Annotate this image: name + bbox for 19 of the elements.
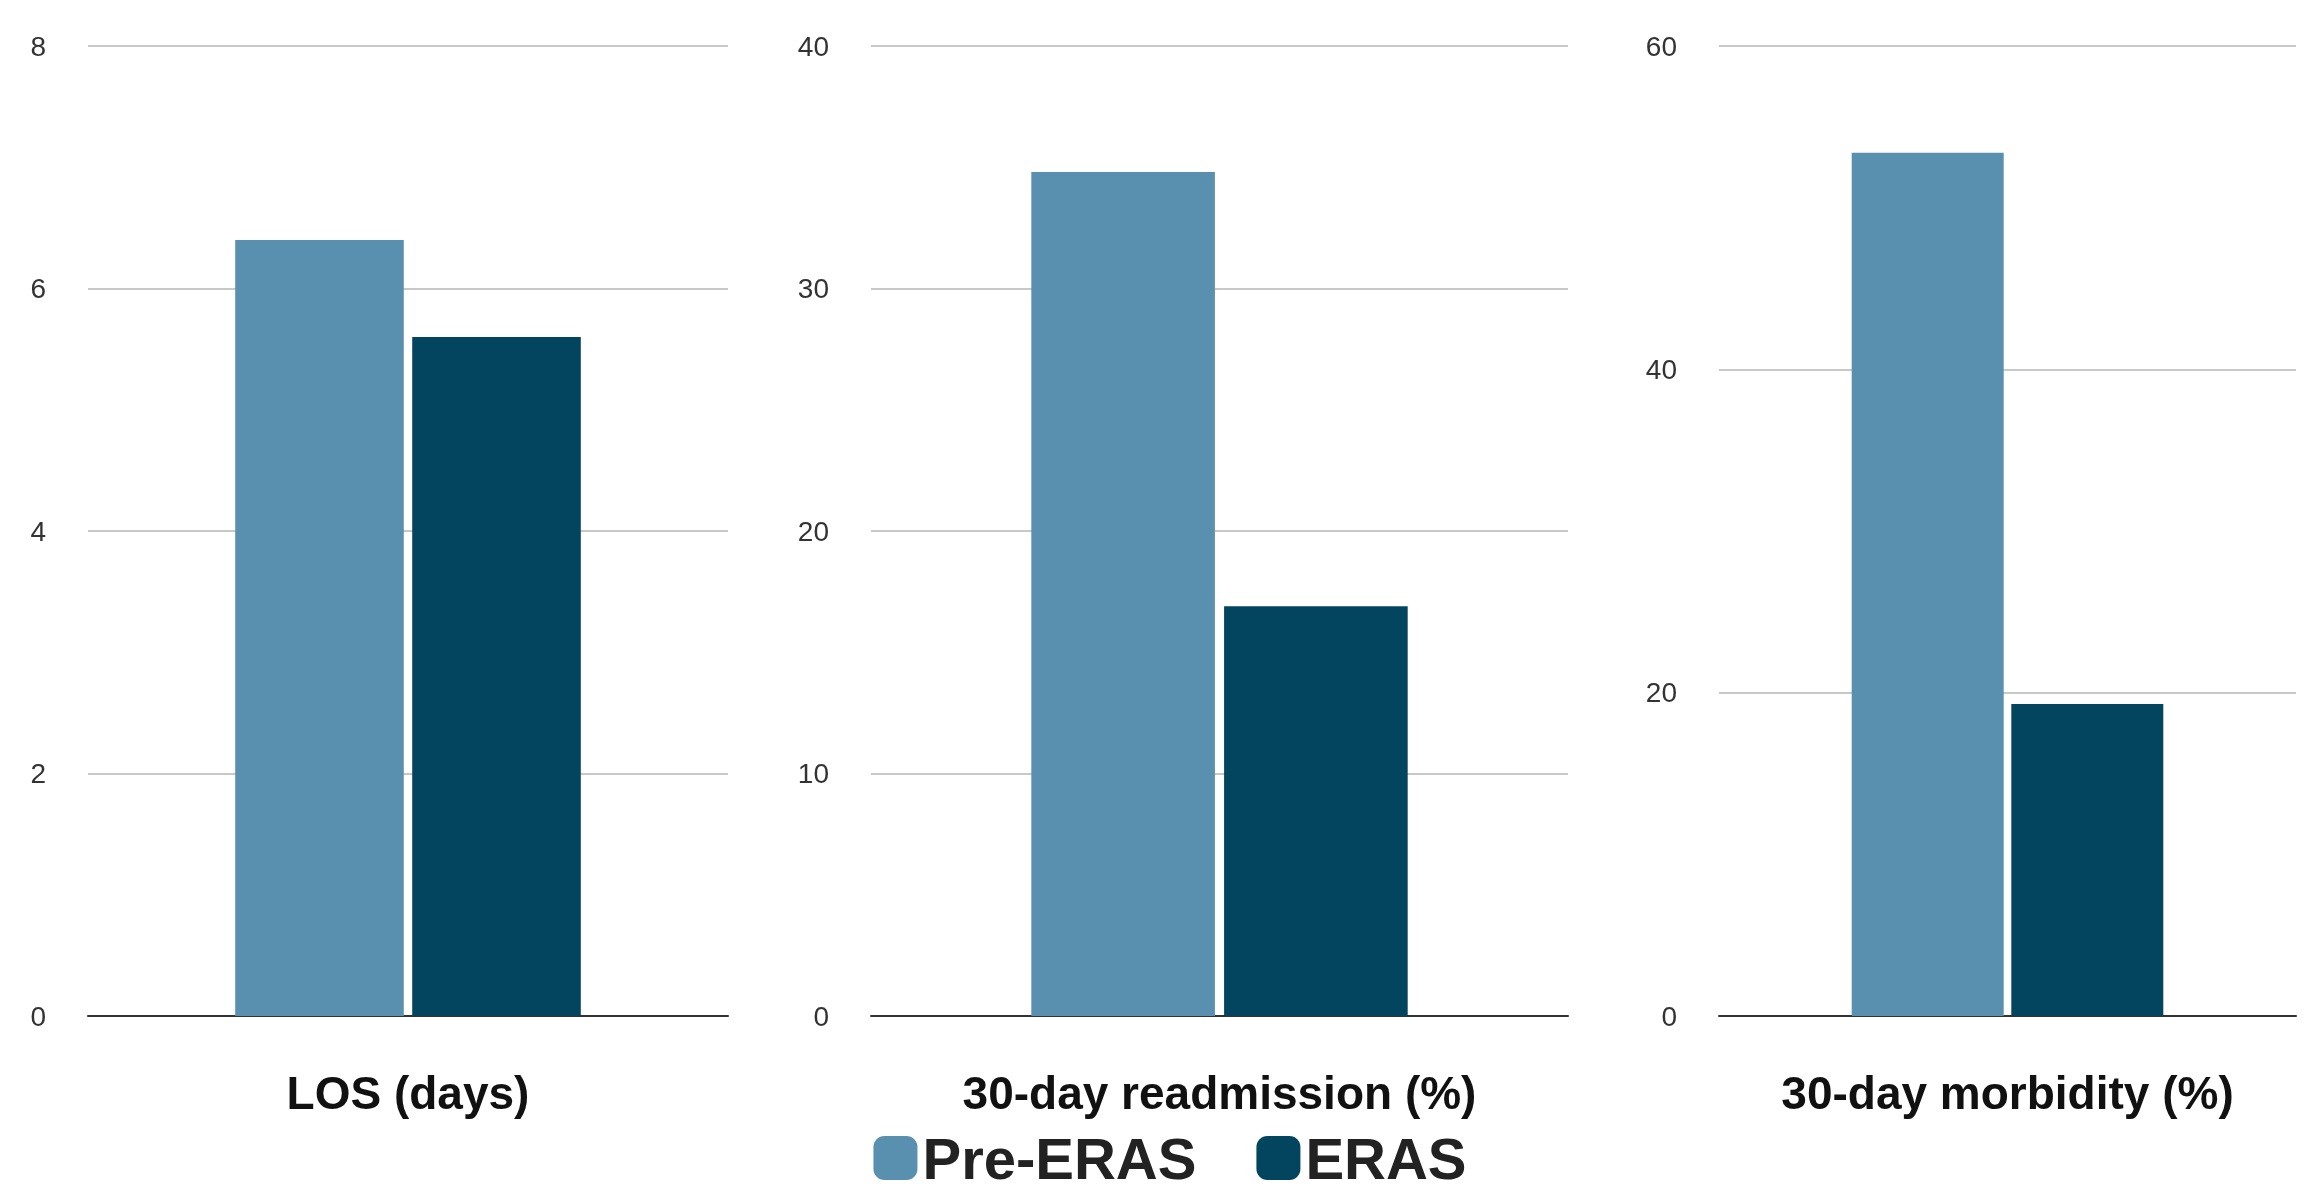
legend-label: ERAS	[1305, 1125, 1467, 1191]
x-axis-title: LOS (days)	[286, 1067, 530, 1119]
y-tick-label: 0	[30, 1000, 46, 1032]
y-tick-label: 4	[30, 515, 46, 547]
y-tick-label: 20	[797, 515, 829, 547]
y-tick-label: 2	[30, 758, 46, 789]
x-axis-title: 30-day morbidity (%)	[1781, 1067, 2234, 1119]
legend-label: Pre-ERAS	[922, 1125, 1197, 1191]
y-tick-label: 40	[797, 30, 829, 62]
y-tick-label: 30	[797, 273, 829, 304]
y-tick-label: 40	[1645, 353, 1677, 385]
y-tick-label: 60	[1645, 30, 1677, 62]
y-tick-label: 8	[30, 30, 46, 62]
y-tick-label: 20	[1645, 677, 1677, 709]
y-tick-label: 6	[30, 273, 46, 304]
y-tick-label: 10	[797, 758, 829, 789]
y-tick-label: 0	[1661, 1000, 1677, 1032]
y-tick-label: 0	[813, 1000, 829, 1032]
x-axis-title: 30-day readmission (%)	[962, 1067, 1477, 1119]
